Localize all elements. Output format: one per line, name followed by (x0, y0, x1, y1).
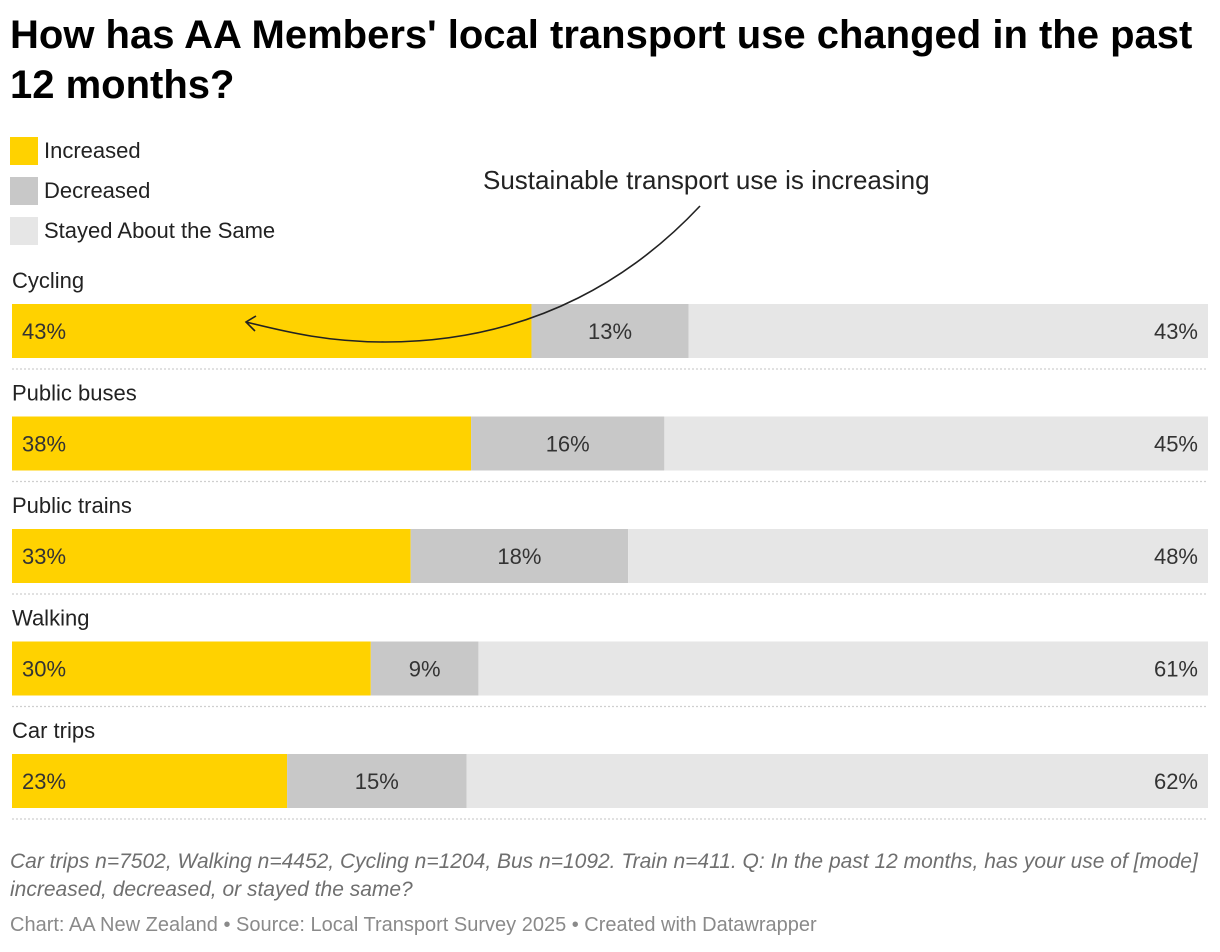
value-label-public-trains-stayed-about-the-same: 48% (1154, 544, 1198, 569)
bar-public-trains-stayed-about-the-same (628, 529, 1208, 583)
value-label-walking-stayed-about-the-same: 61% (1154, 657, 1198, 682)
chart-credits: Chart: AA New Zealand • Source: Local Tr… (10, 914, 817, 936)
value-label-walking-increased: 30% (22, 657, 66, 682)
category-label-public-trains: Public trains (12, 493, 132, 518)
legend-label-same: Stayed About the Same (44, 218, 276, 243)
category-label-walking: Walking (12, 606, 89, 631)
bar-walking-increased (12, 641, 371, 696)
value-label-cycling-decreased: 13% (588, 319, 632, 344)
category-label-public-buses: Public buses (12, 381, 137, 406)
bar-car-trips-increased (12, 754, 288, 808)
legend-item-increased: Increased (10, 131, 275, 171)
legend-swatch-same (10, 217, 38, 245)
bar-public-trains-decreased (410, 529, 629, 583)
bar-public-buses-decreased (471, 416, 665, 471)
legend-swatch-decreased (10, 177, 38, 205)
bar-public-buses-stayed-about-the-same (664, 416, 1208, 471)
bar-cycling-decreased (531, 304, 689, 358)
legend-item-same: Stayed About the Same (10, 211, 275, 251)
value-label-car-trips-increased: 23% (22, 769, 66, 794)
value-label-public-trains-decreased: 18% (497, 544, 541, 569)
annotation-text: Sustainable transport use is increasing (483, 165, 930, 195)
chart-title: How has AA Members' local transport use … (10, 13, 1193, 107)
bars-layer: Cycling 43% 13% 43% Public buses 38% 16% 45% Pub… (12, 268, 1209, 820)
bar-walking-stayed-about-the-same (478, 641, 1208, 696)
chart-notes: Car trips n=7502, Walking n=4452, Cyclin… (10, 850, 1198, 901)
value-label-car-trips-stayed-about-the-same: 62% (1154, 769, 1198, 794)
bar-car-trips-stayed-about-the-same (466, 754, 1209, 808)
value-label-car-trips-decreased: 15% (355, 769, 399, 794)
bar-public-trains-increased (12, 529, 411, 583)
legend-label-decreased: Decreased (44, 178, 151, 203)
value-label-public-trains-increased: 33% (22, 544, 66, 569)
annotation-arrowhead (244, 315, 257, 332)
bar-public-buses-increased (12, 416, 472, 471)
category-label-car-trips: Car trips (12, 718, 95, 743)
value-label-walking-decreased: 9% (409, 657, 441, 682)
value-label-public-buses-decreased: 16% (546, 432, 590, 457)
legend-item-decreased: Decreased (10, 171, 275, 211)
bar-car-trips-decreased (287, 754, 467, 808)
value-label-cycling-stayed-about-the-same: 43% (1154, 319, 1198, 344)
value-label-cycling-increased: 43% (22, 319, 66, 344)
legend: Increased Decreased Stayed About the Sam… (10, 131, 275, 251)
annotation-arrow (245, 205, 701, 343)
value-label-public-buses-increased: 38% (22, 432, 66, 457)
legend-swatch-increased (10, 137, 38, 165)
value-label-public-buses-stayed-about-the-same: 45% (1154, 432, 1198, 457)
bar-walking-decreased (370, 641, 479, 696)
category-label-cycling: Cycling (12, 268, 84, 293)
bar-cycling-stayed-about-the-same (688, 304, 1208, 358)
legend-label-increased: Increased (44, 138, 141, 163)
bar-cycling-increased (12, 304, 532, 358)
